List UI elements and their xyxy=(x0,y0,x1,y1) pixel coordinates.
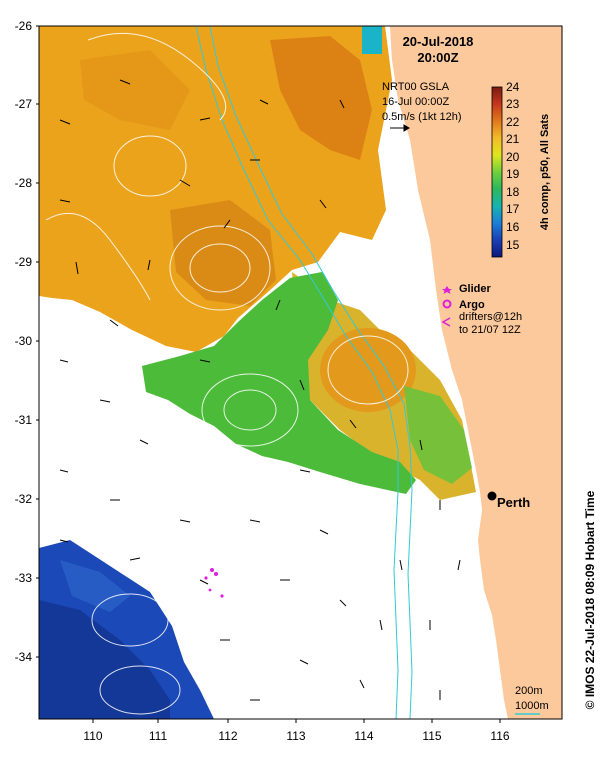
isobath-1000m-label: 1000m xyxy=(515,700,549,712)
lat-axis: -26 -27 -28 -29 -30 -31 -32 -33 -34 xyxy=(15,19,39,664)
sst-eddy xyxy=(320,328,416,412)
colorbar-ticks: 24 23 22 21 20 19 18 17 16 15 xyxy=(506,80,520,252)
sst-cyan-patch xyxy=(362,26,382,54)
colorbar-tick-label: 16 xyxy=(506,220,520,234)
lat-tick-label: -29 xyxy=(15,255,33,269)
lat-tick-label: -27 xyxy=(15,97,33,111)
sst-cool-patch xyxy=(39,600,170,719)
colorbar-tick-label: 21 xyxy=(506,132,520,146)
city-label: Perth xyxy=(497,495,530,510)
lon-tick-label: 111 xyxy=(149,729,168,743)
lon-axis: 110 111 112 113 114 115 116 xyxy=(83,719,510,743)
glider-markers xyxy=(204,568,224,598)
colorbar-tick-label: 24 xyxy=(506,80,520,94)
lat-tick-label: -30 xyxy=(15,334,33,348)
colorbar-tick-label: 22 xyxy=(506,115,520,129)
credit-text: © IMOS 22-Jul-2018 08:09 Hobart Time xyxy=(583,490,597,709)
legend: Glider Argo drifters@12h to 21/07 12Z xyxy=(441,283,522,336)
sst-hot-patch xyxy=(80,50,190,130)
colorbar-tick-label: 20 xyxy=(506,150,520,164)
legend-drifters-period: to 21/07 12Z xyxy=(459,324,521,336)
sst-green-patch xyxy=(404,386,472,484)
plot-frame xyxy=(38,25,563,720)
drifter-icon xyxy=(441,317,451,327)
colorbar-title: 4h comp, p50, All Sats xyxy=(539,114,551,230)
glider-icon xyxy=(442,286,452,294)
land-mass xyxy=(390,26,562,719)
map-date: 20-Jul-2018 xyxy=(403,34,474,49)
lat-tick-label: -32 xyxy=(15,492,33,506)
lat-tick-label: -34 xyxy=(15,650,33,664)
scale-arrow-icon xyxy=(390,124,410,132)
isobath-200m xyxy=(195,26,399,719)
lat-tick-label: -31 xyxy=(15,413,33,427)
gsla-scale: 0.5m/s (1kt 12h) xyxy=(382,111,461,123)
sst-cool-patch xyxy=(60,560,130,612)
isobath-1000m xyxy=(209,26,413,719)
map-time: 20:00Z xyxy=(417,50,458,65)
colorbar-tick-label: 17 xyxy=(506,202,520,216)
perth-marker-icon xyxy=(487,491,497,501)
legend-drifters-label: drifters@12h xyxy=(459,311,522,323)
colorbar-tick-label: 18 xyxy=(506,185,520,199)
lon-tick-label: 116 xyxy=(490,729,509,743)
lat-tick-label: -33 xyxy=(15,571,33,585)
isobath-200m-label: 200m xyxy=(515,685,543,697)
lon-tick-label: 115 xyxy=(422,729,441,743)
lat-tick-label: -28 xyxy=(15,176,33,190)
sst-hot-patch xyxy=(270,36,372,160)
ssh-contours xyxy=(45,32,409,715)
legend-glider-label: Glider xyxy=(459,283,492,295)
colorbar-tick-label: 23 xyxy=(506,97,520,111)
current-arrows xyxy=(59,79,461,701)
gsla-date: 16-Jul 00:00Z xyxy=(382,96,450,108)
colorbar-tick-label: 19 xyxy=(506,167,520,181)
lon-tick-label: 114 xyxy=(354,729,373,743)
sst-green-region xyxy=(142,272,416,494)
sst-hot-patch xyxy=(170,200,276,306)
argo-icon xyxy=(442,299,452,309)
lon-tick-label: 112 xyxy=(218,729,237,743)
legend-argo-label: Argo xyxy=(459,299,485,311)
lon-tick-label: 110 xyxy=(83,729,102,743)
lat-tick-label: -26 xyxy=(15,19,33,33)
gsla-product: NRT00 GSLA xyxy=(382,81,450,93)
colorbar-tick-label: 15 xyxy=(506,238,520,252)
lon-tick-label: 113 xyxy=(286,729,305,743)
colorbar xyxy=(491,86,503,258)
